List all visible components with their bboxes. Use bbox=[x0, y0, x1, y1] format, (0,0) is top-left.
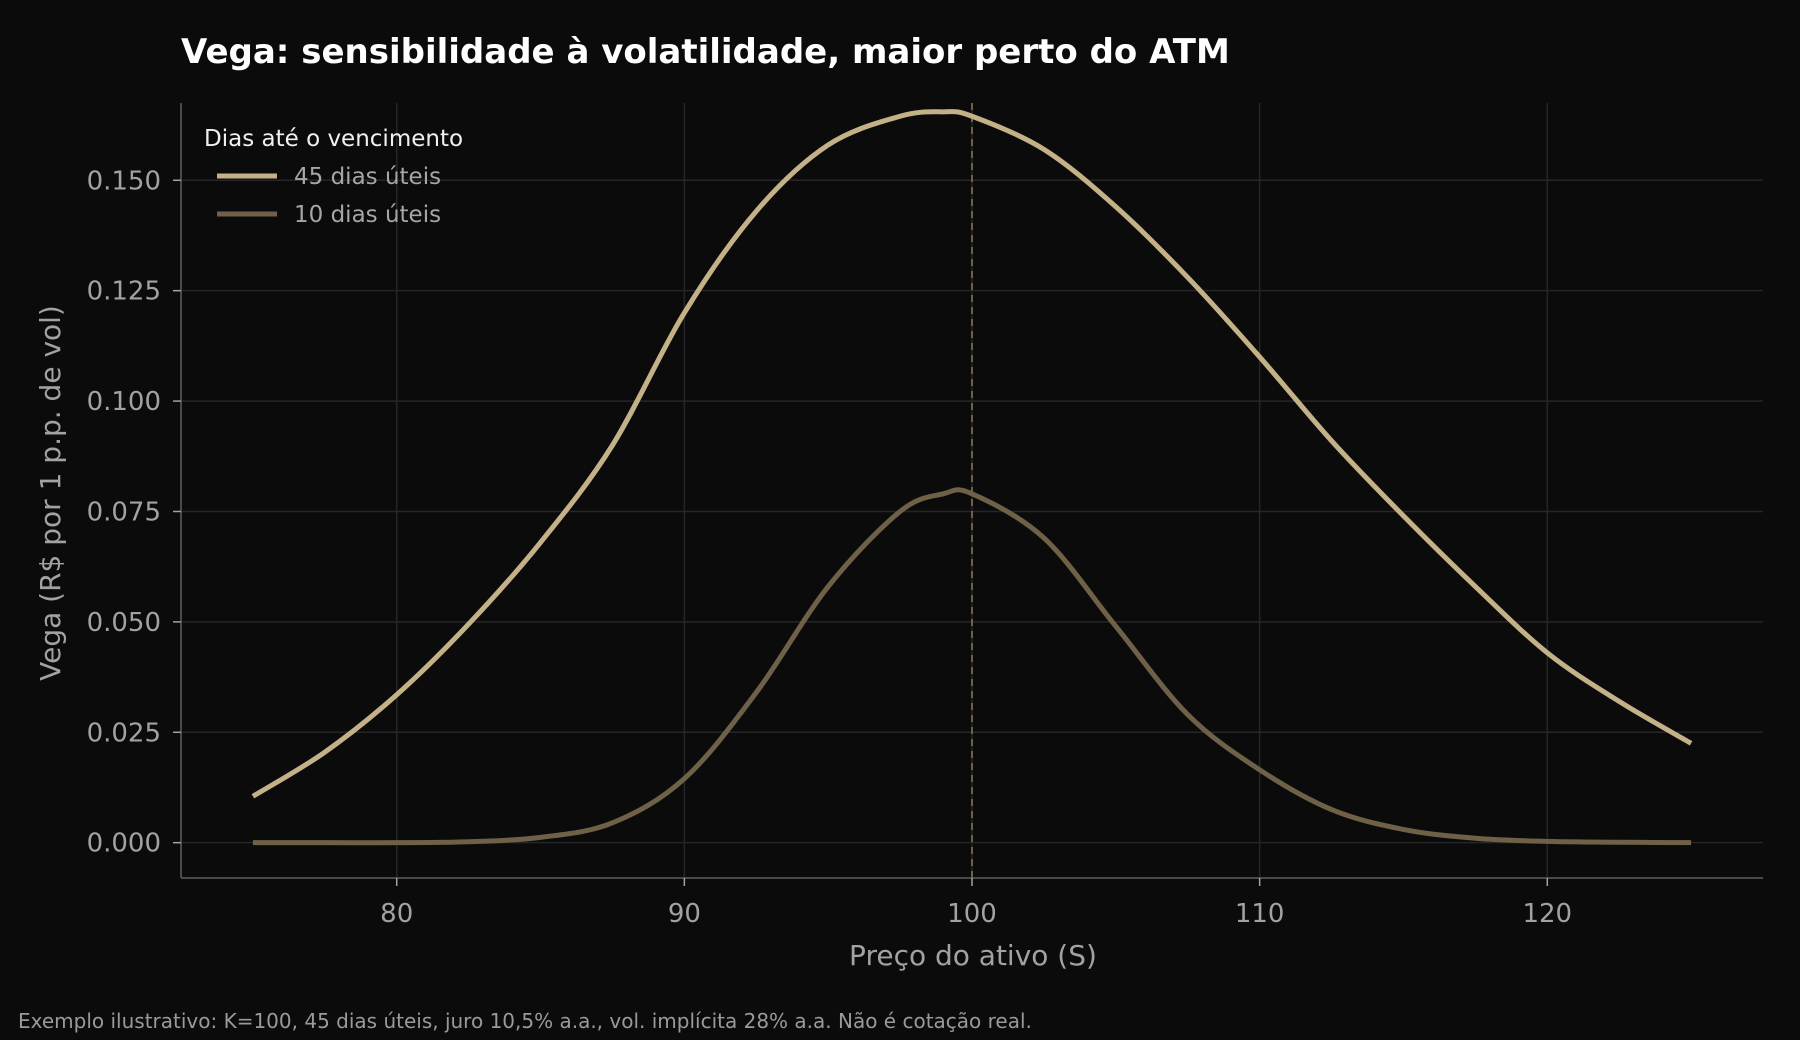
legend: Dias até o vencimento 45 dias úteis 10 d… bbox=[204, 126, 463, 228]
x-tick-label: 90 bbox=[668, 899, 701, 929]
y-tick-label: 0.000 bbox=[87, 829, 161, 859]
y-tick-label: 0.025 bbox=[87, 718, 161, 748]
x-tick-label: 100 bbox=[947, 899, 997, 929]
legend-label-10: 10 dias úteis bbox=[294, 202, 441, 228]
x-tick-label: 120 bbox=[1522, 899, 1572, 929]
series-layer bbox=[251, 103, 1693, 878]
footnote: Exemplo ilustrativo: K=100, 45 dias útei… bbox=[18, 1009, 1032, 1033]
x-tick-label: 80 bbox=[380, 899, 413, 929]
y-tick-label: 0.075 bbox=[87, 497, 161, 527]
y-tick-label: 0.150 bbox=[87, 166, 161, 196]
y-axis-label: Vega (R$ por 1 p.p. de vol) bbox=[34, 305, 67, 681]
x-axis-label: Preço do ativo (S) bbox=[849, 939, 1097, 972]
y-tick-label: 0.050 bbox=[87, 608, 161, 638]
legend-label-45: 45 dias úteis bbox=[294, 164, 441, 190]
y-tick-label: 0.125 bbox=[87, 277, 161, 307]
legend-title: Dias até o vencimento bbox=[204, 126, 463, 152]
series-line-45-dias bbox=[251, 109, 1693, 799]
chart-title: Vega: sensibilidade à volatilidade, maio… bbox=[181, 32, 1230, 72]
y-tick-label: 0.100 bbox=[87, 387, 161, 417]
series-line-10-dias bbox=[252, 487, 1692, 846]
ticks: 80 90 100 110 120 0.000 0.025 0.050 0.075 0.100 0.… bbox=[87, 166, 1573, 929]
x-tick-label: 110 bbox=[1235, 899, 1285, 929]
